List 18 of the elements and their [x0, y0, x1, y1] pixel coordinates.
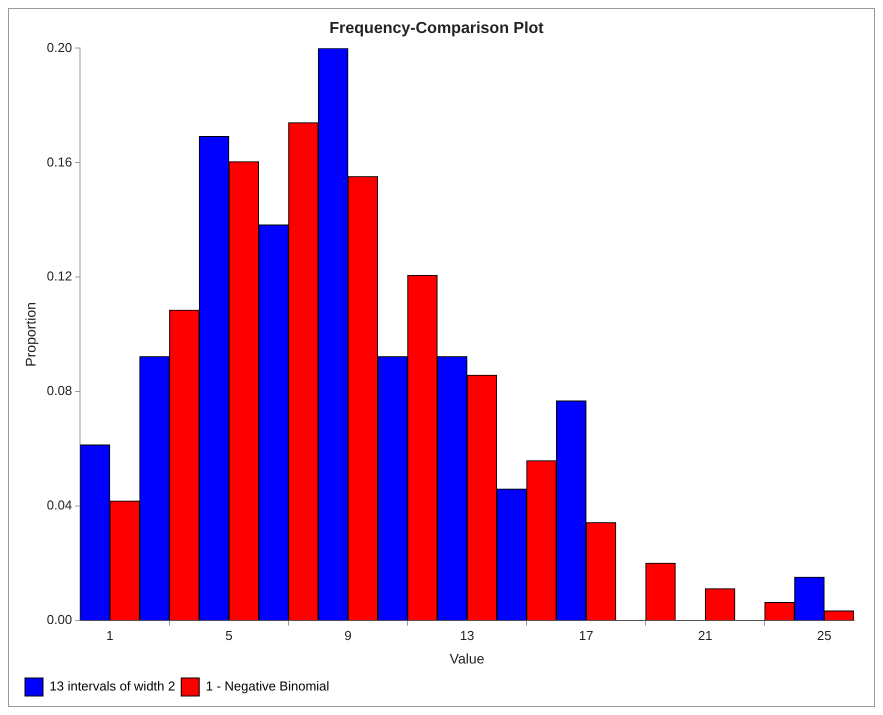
- x-tick-label: 1: [106, 628, 114, 643]
- x-tick-label: 17: [578, 628, 594, 643]
- y-tick-label: 0.20: [46, 40, 72, 55]
- y-tick-label: 0.00: [46, 612, 72, 628]
- y-tick-label: 0.08: [46, 383, 72, 398]
- y-tick-label: 0.16: [46, 154, 72, 170]
- x-tick-label: 9: [344, 628, 352, 643]
- x-tick-label: 13: [460, 628, 474, 643]
- y-tick-label: 0.12: [46, 268, 72, 284]
- chart-title: Frequency-Comparison Plot: [329, 20, 544, 38]
- legend-label: 13 intervals of width 2: [50, 678, 176, 694]
- x-axis-title: Value: [450, 650, 485, 666]
- legend-label: 1 - Negative Binomial: [206, 678, 330, 694]
- x-tick-label: 25: [817, 628, 832, 643]
- y-axis-title: Proportion: [22, 302, 38, 367]
- x-tick-label: 21: [698, 628, 712, 643]
- x-tick-label: 5: [225, 628, 233, 643]
- y-tick-label: 0.04: [46, 498, 72, 513]
